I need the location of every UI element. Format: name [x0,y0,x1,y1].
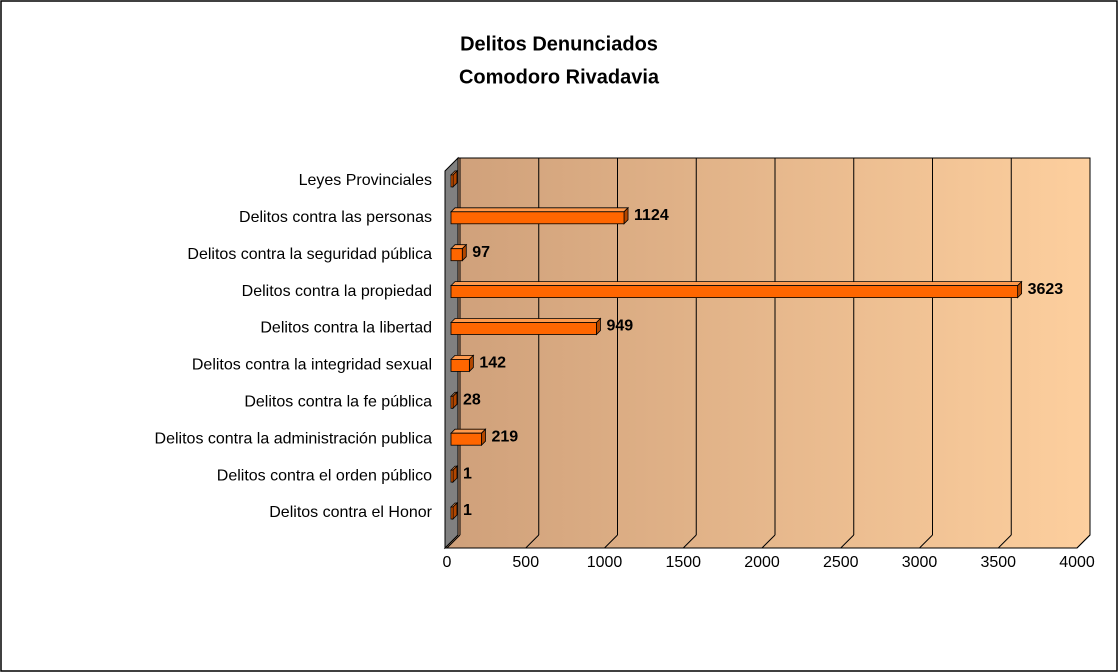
bar [450,206,629,225]
x-tick-label: 1500 [665,554,701,571]
y-tick-label: Delitos contra la libertad [260,320,432,337]
value-label: 1 [463,502,472,519]
x-tick-label: 3500 [980,554,1016,571]
bar [450,502,458,520]
floor-line [997,534,1012,549]
bar [450,280,1023,299]
y-tick-label: Delitos contra el Honor [269,504,432,521]
chart-subtitle: Comodoro Rivadavia [459,66,660,88]
y-tick-label: Delitos contra la seguridad pública [187,246,432,263]
floor-line [446,534,461,549]
value-label: 28 [463,392,481,409]
floor-line [604,534,618,549]
y-tick-label: Delitos contra la integridad sexual [192,357,432,374]
value-label: 949 [606,318,633,335]
y-tick-label: Leyes Provinciales [299,172,432,189]
bar [450,428,487,447]
chart-title: Delitos Denunciados [460,33,658,55]
floor-line [525,534,540,549]
value-label: 97 [472,244,490,261]
value-label: 3623 [1028,281,1064,298]
bar [450,465,458,484]
bar [450,169,458,188]
y-tick-label: Delitos contra la administración publica [155,430,433,447]
floor-line [919,534,933,549]
value-label: 1 [463,465,472,482]
bar [450,354,475,373]
floor-line [1076,534,1091,549]
x-tick-label: 0 [443,554,452,571]
x-tick-label: 2000 [744,554,780,571]
floor-line [840,534,855,549]
bar [450,317,602,336]
floor-line [761,534,776,549]
x-tick-label: 3000 [902,554,938,571]
y-tick-label: Delitos contra la fe pública [244,394,432,411]
value-label: 219 [491,428,518,445]
x-tick-label: 1000 [587,554,623,571]
bar [450,391,458,410]
y-tick-label: Delitos contra el orden público [217,467,432,484]
bar [450,243,468,262]
x-tick-label: 4000 [1059,554,1095,571]
x-tick-label: 2500 [823,554,859,571]
floor-line [682,534,697,549]
x-tick-label: 500 [512,554,539,571]
y-tick-label: Delitos contra las personas [239,209,432,226]
value-label: 1124 [634,207,669,224]
y-tick-label: Delitos contra la propiedad [242,283,432,300]
value-label: 142 [479,355,506,372]
